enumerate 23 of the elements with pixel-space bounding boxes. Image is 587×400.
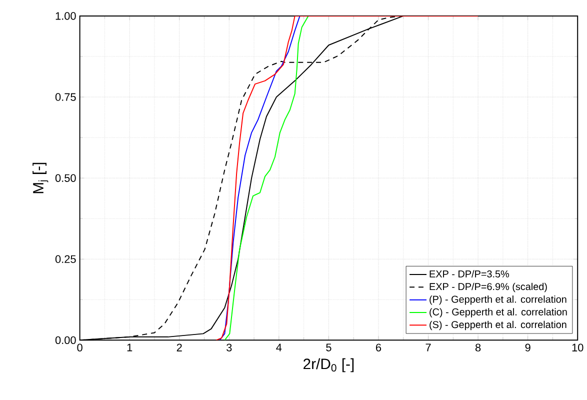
x-tick-label: 3: [226, 344, 232, 352]
y-tick-label: 0.75: [55, 93, 76, 101]
x-tick-label: 4: [276, 344, 282, 352]
legend-label: (S) - Gepperth et al. correlation: [430, 320, 566, 330]
x-tick-label: 2: [176, 344, 182, 352]
legend-label: (C) - Gepperth et al. correlation: [430, 308, 567, 318]
x-tick-label: 8: [475, 344, 481, 352]
y-tick-label: 0.50: [55, 174, 76, 182]
y-axis-title: M$_{j}$ [-]: [32, 162, 48, 194]
legend-label: EXP - DP/P=3.5%: [430, 270, 510, 278]
legend-label: EXP - DP/P=6.9% (scaled): [430, 282, 547, 292]
x-tick-label: 6: [376, 344, 382, 352]
x-tick-label: 10: [572, 344, 584, 352]
x-axis-title: 2r/D$_{0}$ [-]: [304, 358, 354, 372]
y-tick-label: 0.00: [55, 336, 76, 344]
x-tick-label: 0: [77, 344, 82, 352]
x-tick-label: 7: [426, 344, 431, 352]
y-tick-label: 0.25: [55, 255, 76, 263]
legend-label: (P) - Gepperth et al. correlation: [430, 295, 566, 305]
x-tick-label: 9: [525, 344, 530, 352]
y-tick-label: 1.00: [56, 12, 76, 20]
x-tick-label: 1: [127, 344, 132, 352]
x-tick-label: 5: [326, 344, 332, 352]
